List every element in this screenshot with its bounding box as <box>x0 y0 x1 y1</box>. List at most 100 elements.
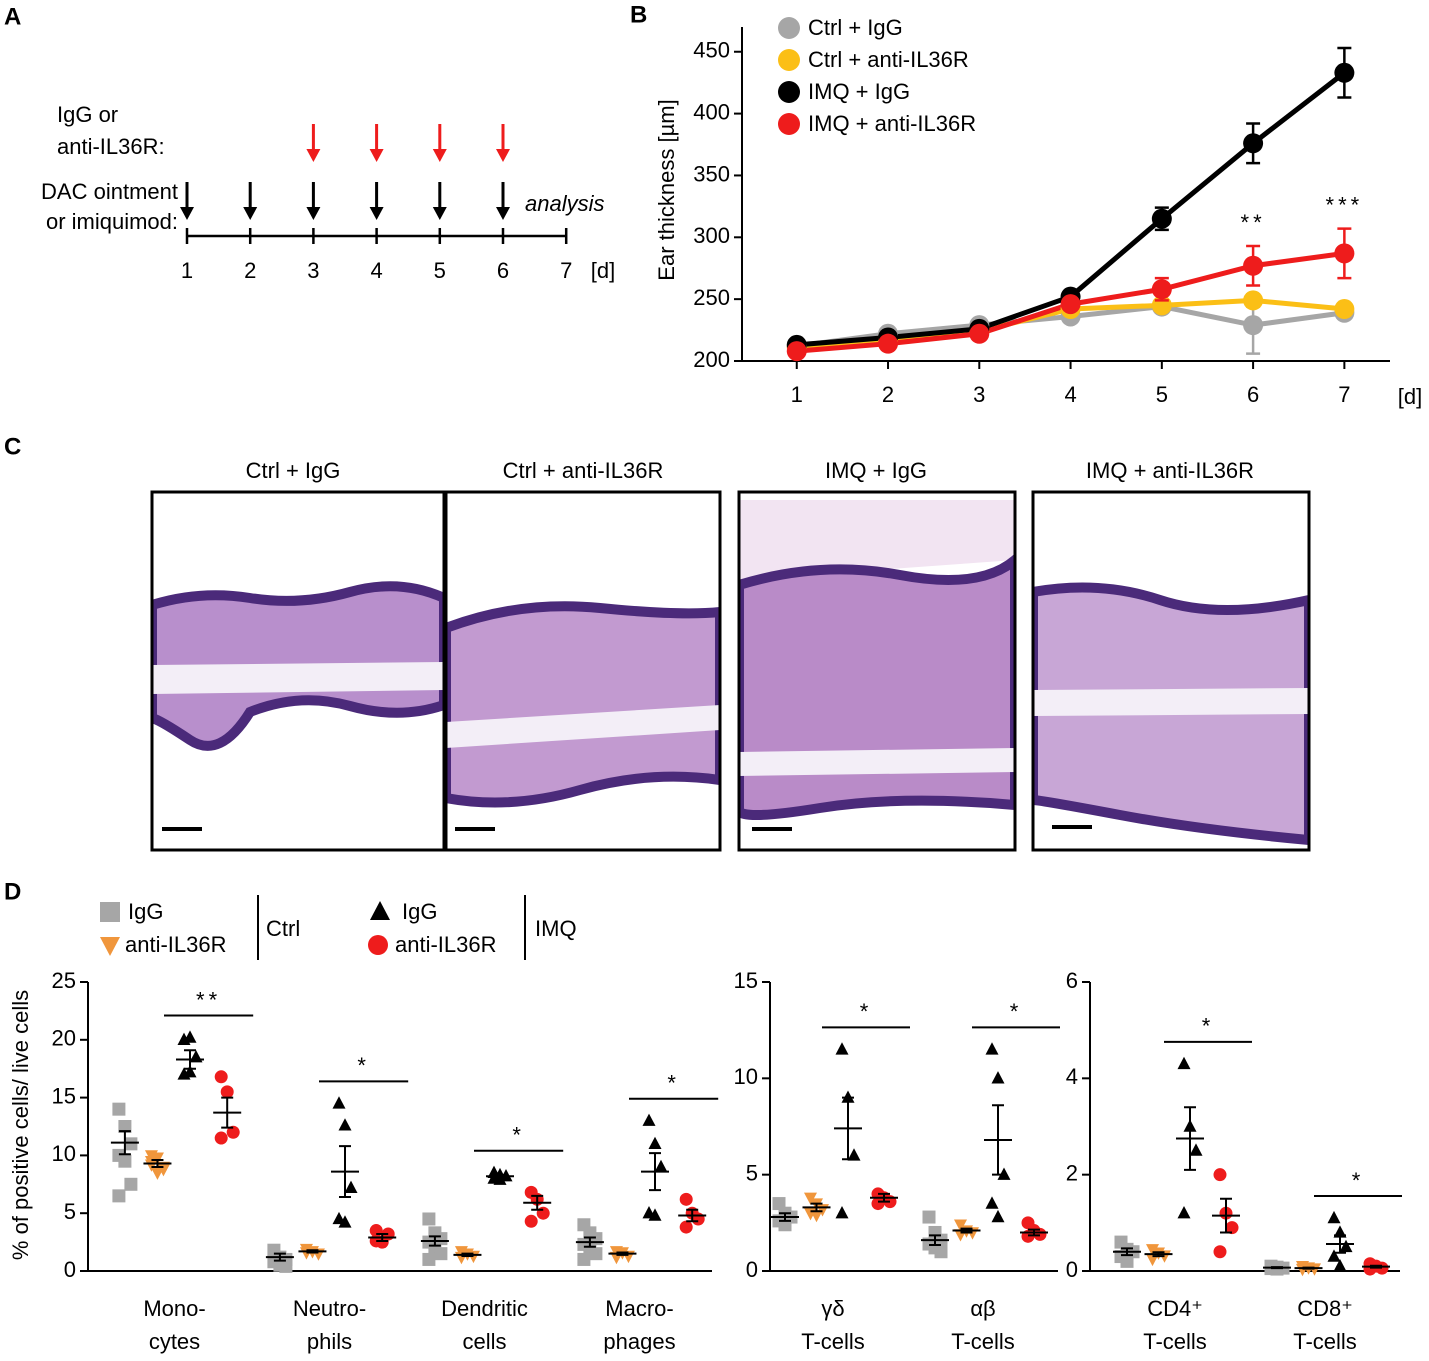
error-bar <box>184 1049 196 1070</box>
point <box>969 323 990 344</box>
x-tick-label: 6 <box>1247 382 1259 407</box>
image-frame <box>1031 490 1311 852</box>
point <box>871 1197 885 1211</box>
point <box>144 1150 158 1163</box>
x-tick-label: T-cells <box>1143 1329 1207 1354</box>
significance: * <box>860 999 873 1024</box>
point <box>344 1180 358 1193</box>
antibody-arrow <box>306 124 321 162</box>
y-tick-label: 350 <box>693 161 730 186</box>
point <box>1189 1143 1203 1156</box>
timeline-label: IgG or <box>57 102 118 127</box>
error-bar <box>810 1202 823 1213</box>
y-tick-label: 5 <box>746 1160 758 1185</box>
x-tick-label: CD4⁺ <box>1147 1296 1203 1321</box>
day-label: 5 <box>434 258 446 283</box>
point <box>524 1214 538 1228</box>
point <box>835 1042 849 1055</box>
x-tick-label: cytes <box>149 1329 200 1354</box>
legend-marker <box>370 901 390 920</box>
image-title: IMQ + anti-IL36R <box>1086 458 1254 483</box>
point <box>124 1177 138 1191</box>
error-bar <box>221 1096 234 1129</box>
panel-label: A <box>4 3 21 30</box>
legend-group: Ctrl <box>266 916 300 941</box>
y-tick-label: 5 <box>64 1199 76 1224</box>
image-frame <box>737 490 1017 852</box>
point <box>1334 62 1355 83</box>
legend-marker <box>368 935 388 955</box>
point <box>642 1113 656 1126</box>
y-tick-label: 4 <box>1066 1064 1078 1089</box>
error-bar <box>929 1234 941 1246</box>
day-label: 1 <box>181 258 193 283</box>
significance: ** <box>196 987 221 1012</box>
error-bar <box>428 1235 441 1247</box>
treatment-arrow <box>243 182 258 220</box>
point <box>1120 1254 1134 1268</box>
point <box>332 1096 346 1109</box>
point <box>1177 1056 1191 1070</box>
point <box>985 1196 999 1209</box>
legend-label: IgG <box>128 899 163 924</box>
y-tick-label: 10 <box>52 1141 76 1166</box>
significance: * <box>512 1123 525 1148</box>
y-tick-label: 25 <box>52 968 76 993</box>
legend-label: Ctrl + anti-IL36R <box>808 47 969 72</box>
x-tick-label: phages <box>603 1329 675 1354</box>
analysis-label: analysis <box>525 191 604 216</box>
significance: ** <box>1241 210 1266 235</box>
point <box>589 1247 603 1261</box>
x-tick-label: αβ <box>970 1296 995 1321</box>
error-bar <box>779 1212 791 1222</box>
y-tick-label: 450 <box>693 38 730 63</box>
significance: * <box>1352 1168 1365 1193</box>
treatment-arrow <box>496 182 510 220</box>
x-axis-label: [d] <box>1398 384 1422 409</box>
point <box>1213 1168 1227 1182</box>
point <box>338 1215 352 1228</box>
point <box>338 1118 352 1131</box>
error-bar <box>842 1096 854 1161</box>
significance: * <box>1202 1014 1215 1039</box>
point <box>1243 255 1264 276</box>
y-tick-label: 20 <box>52 1026 76 1051</box>
legend-marker <box>778 81 800 103</box>
day-unit: [d] <box>591 258 615 283</box>
error-bar <box>1028 1228 1040 1237</box>
error-bar <box>273 1252 286 1262</box>
x-tick-label: Mono- <box>143 1296 205 1321</box>
error-bar <box>306 1249 319 1254</box>
point <box>124 1137 138 1151</box>
legend-label: anti-IL36R <box>395 932 497 957</box>
legend-marker <box>778 17 800 39</box>
point <box>1151 208 1172 229</box>
error-bar <box>960 1227 973 1234</box>
point <box>922 1210 936 1224</box>
point <box>1243 133 1264 154</box>
histology-image <box>446 601 720 808</box>
point <box>991 1209 1005 1223</box>
error-bar <box>1152 1251 1165 1258</box>
legend-marker <box>778 49 800 71</box>
y-tick-label: 0 <box>1066 1257 1078 1282</box>
legend-label: Ctrl + IgG <box>808 15 903 40</box>
x-tick-label: CD8⁺ <box>1297 1296 1353 1321</box>
significance: * <box>1010 999 1023 1024</box>
point <box>1339 1239 1353 1253</box>
y-tick-label: 300 <box>693 223 730 248</box>
point <box>220 1085 234 1099</box>
day-label: 3 <box>307 258 319 283</box>
point <box>1333 1259 1347 1272</box>
histology-image <box>152 581 444 751</box>
y-tick-label: 10 <box>734 1064 758 1089</box>
point <box>118 1154 132 1168</box>
x-tick-label: 2 <box>882 382 894 407</box>
legend-marker <box>100 937 120 956</box>
legend-label: IgG <box>402 899 437 924</box>
legend-marker <box>778 113 800 135</box>
y-axis-label: % of positive cells/ live cells <box>8 990 33 1260</box>
point <box>878 333 899 354</box>
error-bar <box>1370 1264 1382 1269</box>
